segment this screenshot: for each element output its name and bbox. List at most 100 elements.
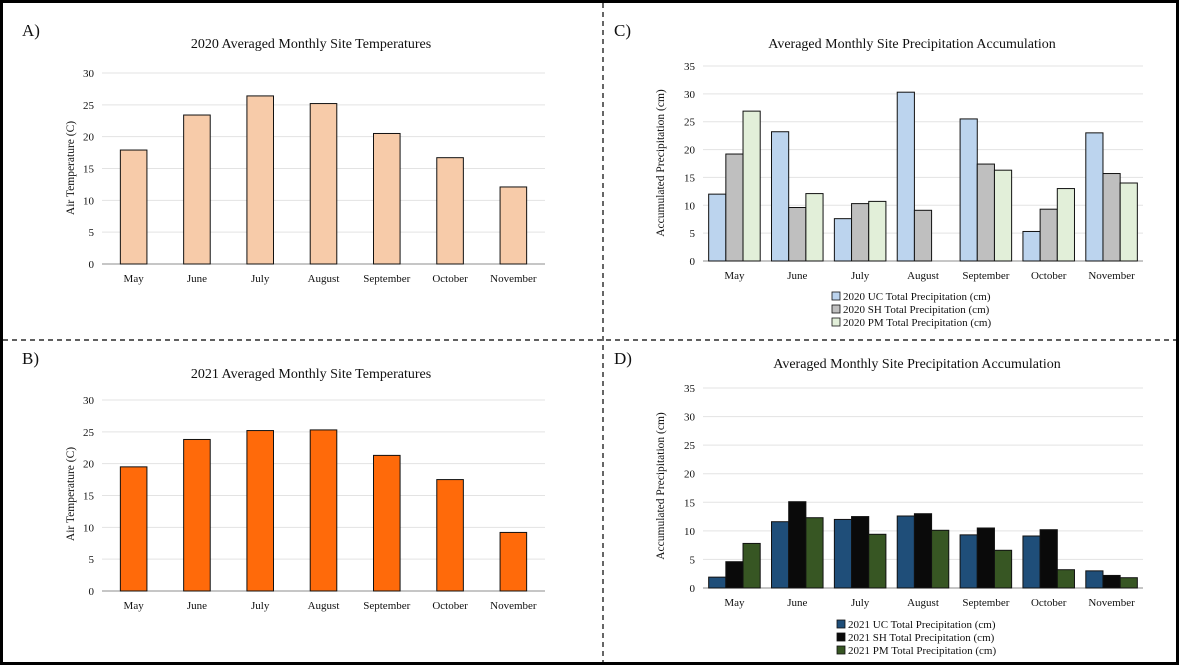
bar-b-s0-june [183, 438, 211, 592]
y-tick-label: 5 [89, 554, 95, 566]
x-tick-label: September [363, 273, 410, 285]
y-tick-label: 25 [83, 427, 95, 439]
y-tick-label: 35 [684, 383, 696, 395]
legend-swatch [831, 291, 841, 301]
bar-c-s0-october [1022, 230, 1041, 262]
y-axis-label-b: Air Temperature (C) [65, 447, 77, 541]
legend-swatch [836, 619, 846, 629]
x-tick-label: October [432, 273, 468, 285]
bar-d-s1-october [1039, 529, 1058, 589]
x-tick-label: August [907, 270, 939, 282]
y-tick-label: 5 [89, 227, 95, 239]
bar-a-s0-may [119, 149, 148, 265]
legend-entry: 2020 UC Total Precipitation (cm) [843, 291, 991, 303]
panel-label-b: B) [22, 349, 39, 368]
x-tick-label: July [851, 270, 870, 282]
panel-label-d: D) [614, 349, 632, 368]
bar-d-s0-may [708, 576, 727, 589]
bar-c-s0-june [771, 131, 790, 262]
bar-d-s1-july [851, 516, 870, 589]
legend-d: 2021 UC Total Precipitation (cm)2021 SH … [836, 619, 996, 657]
bar-b-s0-november [499, 531, 528, 592]
y-tick-label: 30 [83, 68, 95, 80]
y-tick-label: 15 [684, 497, 696, 509]
panel-d: D) Averaged Monthly Site Precipitation A… [614, 349, 1143, 657]
x-tick-label: October [1031, 597, 1067, 609]
x-tick-label: November [490, 600, 537, 612]
x-tick-label: September [962, 270, 1009, 282]
y-tick-label: 35 [684, 61, 696, 73]
y-tick-label: 30 [684, 89, 696, 101]
x-tick-label: November [490, 273, 537, 285]
y-axis-label-d: Accumulated Precipitation (cm) [655, 412, 667, 560]
bar-c-s2-july [868, 200, 887, 262]
bar-d-s2-june [805, 517, 824, 589]
legend-entry: 2020 SH Total Precipitation (cm) [843, 304, 990, 316]
y-tick-label: 20 [684, 469, 696, 481]
bar-d-s1-may [725, 561, 744, 589]
bar-d-s2-october [1056, 569, 1075, 589]
x-tick-label: June [787, 270, 807, 282]
bar-b-s0-may [119, 466, 148, 592]
bar-a-s0-october [436, 157, 464, 265]
bar-d-s0-september [959, 534, 978, 589]
chart-title-c: Averaged Monthly Site Precipitation Accu… [768, 37, 1055, 52]
x-tick-label: October [432, 600, 468, 612]
y-tick-label: 20 [83, 132, 95, 144]
plot-area-a: 0 5 10 15 20 25 30 May June July August September Oc… [83, 68, 545, 285]
bar-c-s1-june [788, 207, 807, 262]
legend-entry: 2021 PM Total Precipitation (cm) [848, 645, 996, 657]
bar-a-s0-august [309, 103, 338, 265]
bar-d-s0-august [896, 515, 915, 589]
chart-title-a: 2020 Averaged Monthly Site Temperatures [191, 37, 431, 52]
x-tick-label: August [308, 600, 340, 612]
bar-d-s2-august [931, 529, 950, 589]
y-tick-label: 0 [690, 583, 696, 595]
y-axis-label-a: Air Temperature (C) [65, 121, 77, 215]
legend-entry: 2021 UC Total Precipitation (cm) [848, 619, 996, 631]
x-tick-label: June [787, 597, 807, 609]
y-tick-label: 5 [690, 228, 696, 240]
y-tick-label: 20 [83, 459, 95, 471]
y-tick-label: 15 [83, 491, 95, 503]
y-axis-label-c: Accumulated Precipitation (cm) [655, 89, 667, 237]
y-tick-label: 15 [83, 164, 95, 176]
bar-c-s2-november [1119, 182, 1138, 262]
legend-entry: 2020 PM Total Precipitation (cm) [843, 317, 991, 329]
bar-c-s2-september [993, 169, 1013, 262]
x-tick-label: September [962, 597, 1009, 609]
x-tick-label: August [308, 273, 340, 285]
bar-d-s1-september [976, 527, 995, 589]
y-tick-label: 20 [684, 145, 696, 157]
y-tick-label: 0 [690, 256, 696, 268]
bar-d-s1-june [788, 501, 807, 589]
bar-d-s2-september [993, 549, 1013, 589]
bar-c-s1-may [725, 153, 744, 262]
x-tick-label: May [724, 597, 745, 609]
bar-c-s0-may [708, 193, 727, 262]
y-tick-label: 10 [684, 526, 696, 538]
bar-d-s1-november [1102, 574, 1121, 589]
y-tick-label: 25 [684, 117, 696, 129]
bar-c-s2-may [742, 110, 761, 262]
x-tick-label: November [1088, 270, 1135, 282]
bar-b-s0-september [373, 454, 401, 592]
bar-a-s0-september [373, 132, 401, 265]
x-tick-label: July [251, 273, 270, 285]
panel-a: A) 2020 Averaged Monthly Site Temperatur… [22, 21, 545, 285]
bar-d-s0-november [1085, 570, 1104, 589]
chart-title-d: Averaged Monthly Site Precipitation Accu… [773, 357, 1060, 372]
bar-c-s1-august [913, 209, 933, 262]
x-tick-label: November [1088, 597, 1135, 609]
y-tick-label: 15 [684, 172, 696, 184]
bar-a-s0-november [499, 186, 528, 265]
panel-c: C) Averaged Monthly Site Precipitation A… [614, 21, 1143, 329]
bar-b-s0-july [246, 430, 274, 592]
y-tick-label: 5 [690, 554, 696, 566]
y-tick-label: 25 [684, 440, 696, 452]
x-tick-label: July [851, 597, 870, 609]
bar-a-s0-july [246, 95, 274, 265]
x-tick-label: June [187, 600, 207, 612]
